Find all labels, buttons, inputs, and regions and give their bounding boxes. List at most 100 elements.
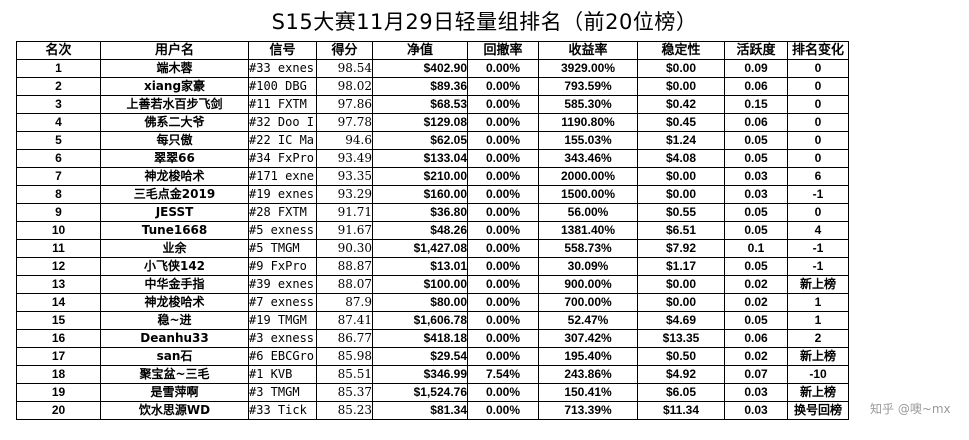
cell-stability: $7.92 — [637, 239, 725, 258]
header-drawdown: 回撤率 — [467, 41, 539, 60]
cell-return: 3929.00% — [538, 59, 638, 78]
cell-stability: $1.24 — [637, 131, 725, 150]
cell-rank: 12 — [16, 257, 101, 276]
ranking-table: 名次 用户名 信号 得分 净值 回撤率 收益率 稳定性 活跃度 排名变化 1 端木… — [16, 41, 849, 420]
cell-change: 新上榜 — [787, 275, 849, 294]
cell-score: 85.51 — [316, 365, 373, 384]
table-row: 3 上善若水百步飞剑 #11 FXTM 97.86 $68.53 0.00% 585.30%… — [16, 95, 849, 114]
cell-return: 195.40% — [538, 347, 638, 366]
cell-rank: 17 — [16, 347, 101, 366]
cell-signal: #33 exnes — [248, 59, 317, 78]
cell-user: 翠翠66 — [100, 149, 249, 168]
header-rank: 名次 — [16, 41, 101, 60]
cell-activity: 0.07 — [724, 365, 788, 384]
cell-drawdown: 0.00% — [467, 77, 539, 96]
cell-stability: $1.17 — [637, 257, 725, 276]
cell-nav: $62.05 — [372, 131, 468, 150]
cell-rank: 15 — [16, 311, 101, 330]
cell-drawdown: 0.00% — [467, 59, 539, 78]
cell-drawdown: 0.00% — [467, 329, 539, 348]
cell-signal: #19 TMGM — [248, 311, 317, 330]
cell-nav: $1,427.08 — [372, 239, 468, 258]
cell-rank: 20 — [16, 401, 101, 420]
cell-user: 饮水思源WD — [100, 401, 249, 420]
cell-activity: 0.05 — [724, 257, 788, 276]
cell-nav: $48.26 — [372, 221, 468, 240]
cell-score: 85.37 — [316, 383, 373, 402]
table-row: 2 xiang家豪 #100 DBG 98.02 $89.36 0.00% 793.59% $… — [16, 77, 849, 96]
header-change: 排名变化 — [787, 41, 849, 60]
cell-nav: $133.04 — [372, 149, 468, 168]
cell-signal: #5 TMGM — [248, 239, 317, 258]
cell-nav: $68.53 — [372, 95, 468, 114]
header-row: 名次 用户名 信号 得分 净值 回撤率 收益率 稳定性 活跃度 排名变化 — [16, 41, 849, 60]
cell-user: Deanhu33 — [100, 329, 249, 348]
cell-score: 86.77 — [316, 329, 373, 348]
cell-change: 1 — [787, 293, 849, 312]
cell-change: 0 — [787, 59, 849, 78]
cell-change: 新上榜 — [787, 347, 849, 366]
cell-drawdown: 0.00% — [467, 221, 539, 240]
cell-rank: 8 — [16, 185, 101, 204]
cell-return: 56.00% — [538, 203, 638, 222]
cell-score: 97.78 — [316, 113, 373, 132]
cell-stability: $4.92 — [637, 365, 725, 384]
cell-signal: #171 exne — [248, 167, 317, 186]
cell-signal: #7 exness — [248, 293, 317, 312]
cell-rank: 13 — [16, 275, 101, 294]
cell-stability: $0.00 — [637, 275, 725, 294]
cell-user: 神龙梭哈术 — [100, 293, 249, 312]
cell-score: 85.98 — [316, 347, 373, 366]
cell-change: 4 — [787, 221, 849, 240]
cell-score: 85.23 — [316, 401, 373, 420]
cell-signal: #22 IC Ma — [248, 131, 317, 150]
cell-score: 87.41 — [316, 311, 373, 330]
table-row: 12 小飞侠142 #9 FxPro 88.87 $13.01 0.00% 30.09% $1… — [16, 257, 849, 276]
cell-stability: $11.34 — [637, 401, 725, 420]
cell-activity: 0.05 — [724, 221, 788, 240]
cell-user: 业余 — [100, 239, 249, 258]
table-row: 15 稳~进 #19 TMGM 87.41 $1,606.78 0.00% 52.47% $4… — [16, 311, 849, 330]
cell-nav: $418.18 — [372, 329, 468, 348]
cell-nav: $29.54 — [372, 347, 468, 366]
cell-rank: 16 — [16, 329, 101, 348]
cell-change: 新上榜 — [787, 383, 849, 402]
cell-user: 三毛点金2019 — [100, 185, 249, 204]
cell-user: xiang家豪 — [100, 77, 249, 96]
cell-nav: $402.90 — [372, 59, 468, 78]
cell-activity: 0.15 — [724, 95, 788, 114]
table-row: 9 JESST #28 FXTM 91.71 $36.80 0.00% 56.00% $0.5… — [16, 203, 849, 222]
table-row: 11 业余 #5 TMGM 90.30 $1,427.08 0.00% 558.73% $7.… — [16, 239, 849, 258]
cell-signal: #3 TMGM — [248, 383, 317, 402]
cell-nav: $1,524.76 — [372, 383, 468, 402]
cell-drawdown: 0.00% — [467, 257, 539, 276]
cell-user: 端木蓉 — [100, 59, 249, 78]
cell-drawdown: 0.00% — [467, 167, 539, 186]
cell-change: 0 — [787, 77, 849, 96]
cell-nav: $80.00 — [372, 293, 468, 312]
cell-change: 0 — [787, 131, 849, 150]
cell-return: 793.59% — [538, 77, 638, 96]
cell-return: 585.30% — [538, 95, 638, 114]
cell-stability: $4.08 — [637, 149, 725, 168]
cell-return: 1381.40% — [538, 221, 638, 240]
cell-change: 换号回榜 — [787, 401, 849, 420]
page-title: S15大赛11月29日轻量组排名（前20位榜） — [271, 10, 698, 34]
cell-return: 2000.00% — [538, 167, 638, 186]
cell-rank: 3 — [16, 95, 101, 114]
header-score: 得分 — [316, 41, 373, 60]
cell-drawdown: 0.00% — [467, 311, 539, 330]
cell-nav: $100.00 — [372, 275, 468, 294]
cell-activity: 0.05 — [724, 131, 788, 150]
cell-user: 佛系二大爷 — [100, 113, 249, 132]
table-row: 10 Tune1668 #5 exness 91.67 $48.26 0.00% 1381.… — [16, 221, 849, 240]
cell-change: -1 — [787, 257, 849, 276]
cell-activity: 0.03 — [724, 185, 788, 204]
cell-stability: $0.00 — [637, 59, 725, 78]
cell-activity: 0.05 — [724, 203, 788, 222]
header-stability: 稳定性 — [637, 41, 725, 60]
cell-return: 1190.80% — [538, 113, 638, 132]
cell-score: 93.49 — [316, 149, 373, 168]
cell-signal: #33 Tick — [248, 401, 317, 420]
table-row: 14 神龙梭哈术 #7 exness 87.9 $80.00 0.00% 700.00% $0… — [16, 293, 849, 312]
